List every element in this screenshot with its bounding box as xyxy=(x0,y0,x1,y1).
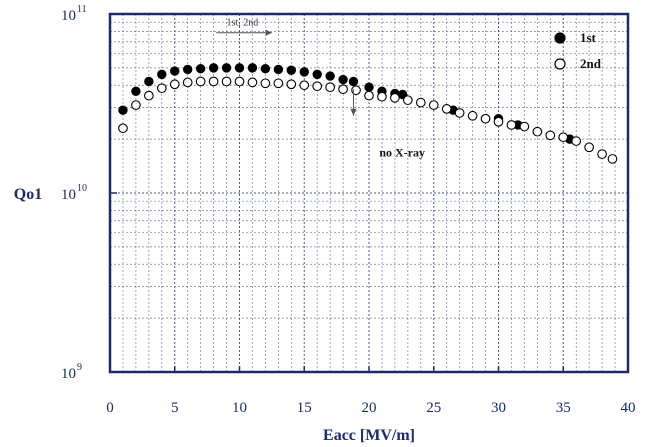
x-tick-label: 35 xyxy=(556,400,571,416)
legend-marker xyxy=(554,32,566,44)
data-point-open xyxy=(195,76,206,87)
x-tick-label: 40 xyxy=(621,400,636,416)
annotation-label: 1st, 2nd xyxy=(227,18,259,29)
data-point-open xyxy=(597,149,607,159)
data-point-filled xyxy=(131,86,141,96)
data-point-open xyxy=(234,76,245,87)
data-point-filled xyxy=(208,63,219,73)
legend-marker xyxy=(554,58,566,70)
data-point-open xyxy=(299,80,310,91)
data-point-open xyxy=(390,93,400,103)
x-tick-label: 20 xyxy=(362,400,377,416)
data-point-filled xyxy=(286,65,297,75)
data-point-filled xyxy=(170,66,180,76)
x-tick-label: 10 xyxy=(232,400,247,416)
data-point-open xyxy=(118,123,128,134)
data-point-filled xyxy=(364,82,374,92)
data-point-filled xyxy=(182,64,193,75)
y-tick-exponent: 9 xyxy=(77,362,82,373)
x-tick-label: 5 xyxy=(171,400,179,416)
data-point-open xyxy=(144,90,154,101)
data-point-open xyxy=(286,79,297,90)
data-point-open xyxy=(493,116,504,127)
y-axis-title: Qo1 xyxy=(14,186,42,203)
x-tick-label: 30 xyxy=(491,400,506,416)
data-point-filled xyxy=(144,76,154,87)
y-tick-label: 10 xyxy=(61,187,76,203)
data-point-open xyxy=(506,120,517,130)
y-tick-label: 10 xyxy=(61,8,76,24)
y-tick-exponent: 11 xyxy=(77,4,87,15)
data-point-open xyxy=(338,84,348,95)
data-point-open xyxy=(415,97,426,108)
data-point-open xyxy=(131,100,141,110)
data-point-open xyxy=(519,121,530,132)
annotation-label: no X-ray xyxy=(379,145,425,159)
data-point-filled xyxy=(260,63,271,74)
data-point-filled xyxy=(118,105,128,115)
data-point-open xyxy=(558,132,569,143)
data-point-filled xyxy=(157,69,167,80)
series-2 xyxy=(118,76,618,164)
data-point-open xyxy=(571,136,582,146)
data-point-open xyxy=(364,90,374,101)
data-point-open xyxy=(454,108,465,118)
data-point-open xyxy=(545,130,556,141)
x-axis-ticks: 0 5 10 15 20 25 30 35 40 xyxy=(106,366,636,416)
x-axis-title: Eacc [MV/m] xyxy=(323,427,415,444)
data-point-open xyxy=(312,81,323,92)
data-point-filled xyxy=(234,63,245,73)
data-point-filled xyxy=(325,71,335,81)
data-point-open xyxy=(169,79,180,90)
data-point-open xyxy=(441,104,452,114)
data-point-filled xyxy=(221,63,232,73)
data-point-open xyxy=(607,154,618,164)
data-point-filled xyxy=(195,63,206,74)
data-point-filled xyxy=(299,67,309,77)
data-series xyxy=(118,63,618,164)
data-point-filled xyxy=(312,69,322,80)
data-point-open xyxy=(377,91,387,102)
arrowhead xyxy=(265,29,272,36)
data-point-open xyxy=(247,77,258,88)
data-point-open xyxy=(584,142,595,153)
data-point-filled xyxy=(338,74,348,85)
data-point-open xyxy=(480,113,491,124)
y-tick-label: 10 xyxy=(61,366,76,382)
arrowhead xyxy=(350,108,357,116)
data-point-open xyxy=(403,95,413,106)
legend: 1st 2nd xyxy=(554,30,602,71)
annotations: 1st, 2nd no X-ray xyxy=(216,18,425,159)
data-point-filled xyxy=(247,63,258,73)
data-point-filled xyxy=(273,64,284,75)
data-point-open xyxy=(156,83,167,94)
x-tick-label: 25 xyxy=(426,400,441,416)
y-tick-exponent: 10 xyxy=(77,183,87,194)
data-point-open xyxy=(532,126,543,137)
data-point-open xyxy=(467,110,478,121)
x-tick-label: 0 xyxy=(106,400,114,416)
data-point-open xyxy=(428,100,439,110)
data-point-open xyxy=(325,82,336,93)
data-point-open xyxy=(273,78,284,89)
data-point-open xyxy=(208,76,219,87)
legend-label: 1st xyxy=(580,30,597,45)
data-point-open xyxy=(260,78,271,89)
legend-label: 2nd xyxy=(580,56,602,71)
data-point-open xyxy=(182,77,193,88)
data-point-filled xyxy=(348,76,359,87)
x-tick-label: 15 xyxy=(297,400,312,416)
data-point-open xyxy=(221,76,232,87)
